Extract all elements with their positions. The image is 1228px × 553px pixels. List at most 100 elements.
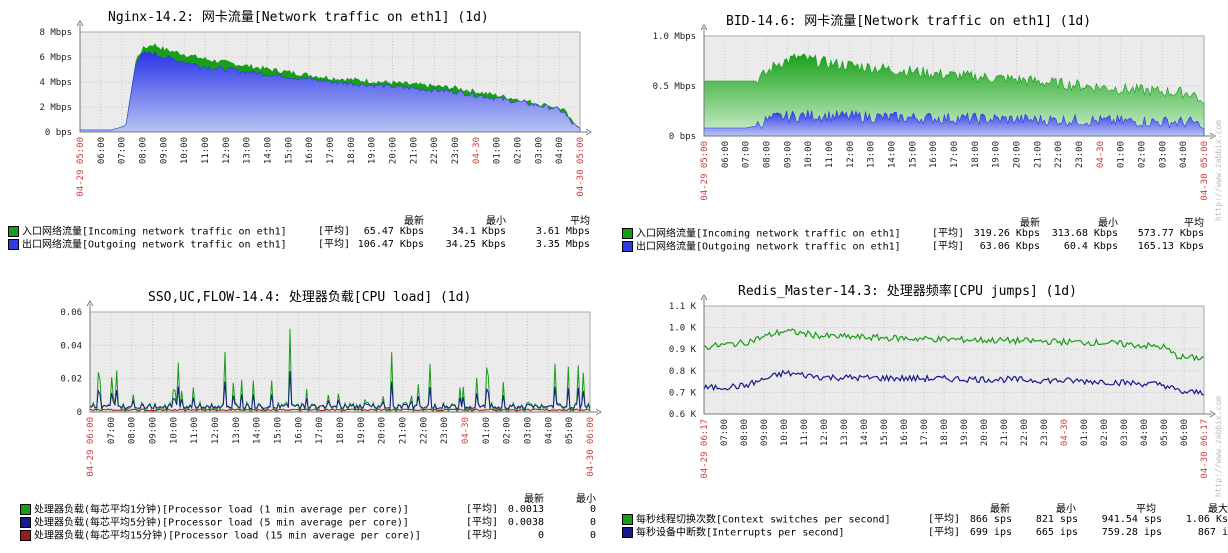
legend-item: 处理器负载(每芯平均15分钟)[Processor load (15 min a… bbox=[20, 530, 610, 542]
x-tick-label: 04:00 bbox=[544, 417, 554, 444]
legend-header-last: 最新 bbox=[524, 494, 544, 505]
series-area bbox=[703, 109, 1205, 137]
x-tick-label: 20:00 bbox=[389, 137, 399, 164]
x-tick-label: 09:00 bbox=[760, 419, 770, 446]
x-tick-label: 18:00 bbox=[971, 141, 981, 168]
x-tick-label: 04:00 bbox=[555, 137, 565, 164]
x-tick-label: 02:00 bbox=[1100, 419, 1110, 446]
x-tick-label: 07:00 bbox=[118, 137, 128, 164]
legend-fn: [平均] bbox=[932, 241, 965, 252]
x-tick-label: 17:00 bbox=[326, 137, 336, 164]
x-tick-label: 15:00 bbox=[284, 137, 294, 164]
legend-last: 319.26 Kbps bbox=[973, 228, 1040, 239]
y-tick-label: 4 Mbps bbox=[39, 78, 72, 88]
legend-item: 处理器负载(每芯平均1分钟)[Processor load (1 min ave… bbox=[20, 504, 610, 516]
legend-item: 入口网络流量[Incoming network traffic on eth1]… bbox=[622, 228, 1228, 240]
x-tick-label: 02:00 bbox=[503, 417, 513, 444]
chart-plot-sso: 0.06 0.04 0.02 0 04-29 06:00 07:00 08:00 09:00 1… bbox=[60, 300, 602, 477]
x-tick-label: 18:00 bbox=[347, 137, 357, 164]
legend-header-min: 最小 bbox=[1098, 218, 1118, 229]
chart-plot-bid: 1.0 Mbps 0.5 Mbps 0 bps 04-29 05:00 06:00 07:… bbox=[653, 24, 1216, 201]
x-tick-label: 14:00 bbox=[860, 419, 870, 446]
x-tick-label: 09:00 bbox=[783, 141, 793, 168]
y-tick-label: 0.7 K bbox=[669, 388, 697, 398]
x-tick-label: 17:00 bbox=[920, 419, 930, 446]
legend-last: 866 sps bbox=[969, 514, 1012, 525]
legend-item: 出口网络流量[Outgoing network traffic on eth1]… bbox=[622, 241, 1228, 253]
legend-header-min: 最小 bbox=[576, 494, 596, 505]
legend-last: 0 bbox=[537, 530, 544, 541]
x-tick-label: 20:00 bbox=[1013, 141, 1023, 168]
legend-header-min: 最小 bbox=[486, 216, 506, 227]
legend-swatch bbox=[20, 504, 31, 515]
x-tick-label: 03:00 bbox=[1158, 141, 1168, 168]
x-tick-label: 15:00 bbox=[908, 141, 918, 168]
x-tick-label: 07:00 bbox=[742, 141, 752, 168]
legend-header-last: 最新 bbox=[404, 216, 424, 227]
legend-fn: [平均] bbox=[928, 514, 961, 525]
legend-series-name: 每秒线程切换次数[Context switches per second] bbox=[636, 514, 891, 526]
x-axis-arrow bbox=[595, 408, 602, 416]
x-tick-label: 22:00 bbox=[1054, 141, 1064, 168]
x-tick-label: 15:00 bbox=[274, 417, 284, 444]
legend-swatch bbox=[622, 241, 633, 252]
chart-title: Redis_Master-14.3: 处理器频率[CPU jumps] (1d) bbox=[738, 284, 1077, 299]
legend-min: 665 ips bbox=[1035, 527, 1078, 538]
y-tick-label: 0.8 K bbox=[669, 367, 697, 377]
x-axis-arrow bbox=[585, 128, 592, 136]
x-tick-label: 06:00 bbox=[721, 141, 731, 168]
x-tick-label: 05:00 bbox=[565, 417, 575, 444]
y-tick-label: 0.5 Mbps bbox=[653, 82, 696, 92]
watermark: http://www.zabbix.com bbox=[1214, 396, 1223, 498]
x-tick-label: 22:00 bbox=[419, 417, 429, 444]
x-tick-label: 16:00 bbox=[294, 417, 304, 444]
legend-max: 867 i bbox=[1197, 527, 1228, 538]
x-tick-label: 04:00 bbox=[1179, 141, 1189, 168]
x-tick-label: 05:00 bbox=[1160, 419, 1170, 446]
x-tick-label: 06:00 bbox=[1180, 419, 1190, 446]
x-tick-label: 04-29 05:00 bbox=[700, 141, 710, 201]
legend-avg: 573.77 Kbps bbox=[1137, 228, 1204, 239]
x-tick-label: 13:00 bbox=[840, 419, 850, 446]
y-tick-label: 1.1 K bbox=[669, 302, 697, 312]
x-tick-label: 17:00 bbox=[950, 141, 960, 168]
y-tick-label: 0.9 K bbox=[669, 345, 697, 355]
x-tick-label: 13:00 bbox=[243, 137, 253, 164]
legend-swatch bbox=[622, 228, 633, 239]
x-tick-label: 09:00 bbox=[159, 137, 169, 164]
x-tick-label: 23:00 bbox=[440, 417, 450, 444]
x-tick-label: 20:00 bbox=[980, 419, 990, 446]
legend-avg: 165.13 Kbps bbox=[1137, 241, 1204, 252]
legend-swatch bbox=[8, 226, 19, 237]
x-tick-label: 22:00 bbox=[430, 137, 440, 164]
x-tick-label: 22:00 bbox=[1020, 419, 1030, 446]
chart-legend: 最新 最小 平均 最大 每秒线程切换次数[Context switches pe… bbox=[622, 500, 1228, 546]
y-axis-arrow bbox=[86, 300, 94, 307]
legend-series-name: 每秒设备中断数[Interrupts per second] bbox=[636, 527, 845, 539]
x-tick-label: 04-30 bbox=[472, 137, 482, 164]
x-tick-label: 09:00 bbox=[149, 417, 159, 444]
x-tick-label: 10:00 bbox=[169, 417, 179, 444]
legend-swatch bbox=[622, 514, 633, 525]
y-tick-label: 0 bps bbox=[669, 132, 696, 142]
x-tick-label: 04-30 05:00 bbox=[576, 137, 586, 197]
x-tick-label: 02:00 bbox=[1138, 141, 1148, 168]
chart-panel-sso: SSO,UC,FLOW-14.4: 处理器负载[CPU load] (1d) 0… bbox=[0, 278, 610, 553]
x-tick-label: 21:00 bbox=[1033, 141, 1043, 168]
x-tick-label: 17:00 bbox=[315, 417, 325, 444]
y-axis-arrow bbox=[700, 24, 708, 31]
chart-legend: 最新 最小 处理器负载(每芯平均1分钟)[Processor load (1 m… bbox=[20, 490, 610, 550]
legend-series-name: 处理器负载(每芯平均15分钟)[Processor load (15 min a… bbox=[34, 530, 421, 542]
x-tick-label: 21:00 bbox=[409, 137, 419, 164]
legend-min: 60.4 Kbps bbox=[1063, 241, 1118, 252]
legend-series-name: 处理器负载(每芯平均1分钟)[Processor load (1 min ave… bbox=[34, 504, 409, 516]
legend-last: 699 ips bbox=[969, 527, 1012, 538]
x-tick-label: 19:00 bbox=[960, 419, 970, 446]
legend-last: 106.47 Kbps bbox=[357, 239, 424, 250]
legend-item: 处理器负载(每芯平均5分钟)[Processor load (5 min ave… bbox=[20, 517, 610, 529]
chart-panel-nginx: Nginx-14.2: 网卡流量[Network traffic on eth1… bbox=[0, 0, 610, 270]
y-tick-label: 2 Mbps bbox=[39, 103, 72, 113]
legend-min: 0 bbox=[589, 504, 596, 515]
y-tick-label: 0 bbox=[77, 408, 82, 418]
chart-legend: 最新 最小 平均 入口网络流量[Incoming network traffic… bbox=[8, 212, 608, 256]
